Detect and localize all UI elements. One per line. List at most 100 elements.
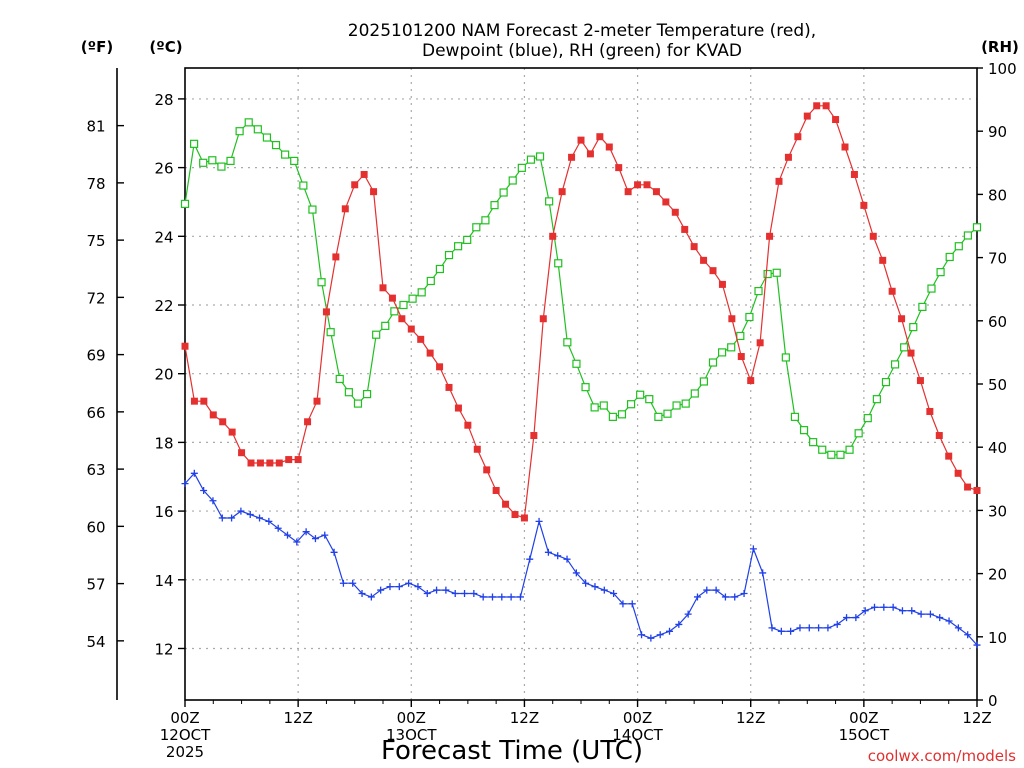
dewpoint-line	[184, 472, 978, 646]
dewpoint-point	[759, 569, 767, 577]
temperature-point	[832, 116, 840, 124]
dewpoint-point	[451, 590, 459, 598]
celsius-axis-unit: (ºC)	[149, 38, 182, 56]
dewpoint-point	[731, 593, 739, 601]
dewpoint-point	[638, 631, 646, 639]
fahrenheit-tick-label: 63	[86, 461, 105, 479]
dewpoint-point	[321, 531, 329, 539]
rh-point	[927, 284, 936, 293]
temperature-point	[577, 136, 585, 144]
rh-point	[872, 395, 881, 404]
dewpoint-point	[190, 469, 198, 477]
rh-point	[490, 201, 499, 210]
rh-point	[608, 412, 617, 421]
fahrenheit-tick-label: 69	[86, 347, 105, 365]
rh-point	[463, 235, 472, 245]
rh-point	[217, 162, 226, 171]
temperature-point	[700, 256, 708, 264]
dewpoint-point	[693, 593, 701, 601]
rh-point	[809, 438, 818, 447]
temperature-point	[520, 514, 528, 522]
rh-point	[435, 264, 444, 274]
temperature-point	[794, 133, 802, 141]
rh-point	[180, 199, 190, 208]
temperature-point	[813, 102, 821, 110]
dewpoint-point	[843, 614, 851, 622]
rh-point	[381, 321, 390, 330]
rh-tick-label: 0	[988, 692, 998, 710]
x-tick-label: 12Z	[962, 709, 991, 727]
dewpoint-point	[805, 624, 813, 632]
celsius-axis-ticks: 12 14 16 18 20 22 24 26 28	[154, 91, 185, 658]
rh-point	[235, 127, 244, 136]
rh-point	[645, 395, 654, 404]
rh-point	[426, 276, 435, 286]
rh-point	[936, 268, 945, 277]
dewpoint-point	[656, 631, 664, 639]
rh-point	[362, 390, 372, 399]
temperature-point	[341, 205, 349, 213]
temperature-point	[388, 294, 396, 302]
dewpoint-point	[349, 579, 357, 587]
temperature-point	[624, 188, 632, 196]
dewpoint-point	[936, 614, 944, 622]
rh-point	[517, 163, 526, 172]
rh-point	[399, 300, 408, 310]
dewpoint-point	[414, 583, 422, 591]
temperature-point	[190, 397, 198, 405]
plot-frame	[184, 67, 978, 701]
rh-point	[763, 269, 772, 279]
rh-point	[308, 205, 317, 214]
rh-point	[718, 348, 727, 357]
dewpoint-point	[926, 610, 934, 618]
dewpoint-point	[544, 548, 552, 556]
fahrenheit-tick-label: 75	[86, 232, 105, 250]
rh-point	[708, 358, 718, 367]
source-credit: coolwx.com/models	[868, 747, 1016, 765]
rh-point	[626, 400, 636, 409]
celsius-tick-label: 28	[154, 91, 173, 109]
temperature-point	[766, 232, 774, 240]
temperature-point	[671, 208, 679, 216]
dewpoint-point	[945, 617, 953, 625]
dewpoint-point	[209, 497, 217, 505]
temperature-point	[275, 459, 283, 467]
dewpoint-point	[181, 480, 189, 488]
rh-point	[745, 312, 754, 322]
rh-series	[180, 118, 982, 459]
dewpoint-point	[703, 586, 711, 594]
dewpoint-point	[507, 593, 515, 601]
rh-point	[954, 242, 963, 251]
dewpoint-point	[572, 569, 580, 577]
dewpoint-point	[516, 593, 524, 601]
temperature-point	[285, 456, 293, 464]
rh-point	[918, 302, 927, 311]
x-tick-label: 12Z	[736, 709, 765, 727]
temperature-point	[643, 181, 651, 189]
dewpoint-point	[405, 579, 413, 587]
rh-tick-label: 50	[988, 376, 1007, 394]
rh-point	[326, 328, 335, 337]
dewpoint-point	[824, 624, 832, 632]
x-tick-label: 00Z	[170, 709, 199, 727]
temperature-point	[898, 315, 906, 323]
temperature-point	[756, 339, 764, 347]
dewpoint-point	[228, 514, 236, 522]
temperature-point	[332, 253, 340, 261]
dewpoint-point	[964, 631, 972, 639]
chart-title-line2: Dewpoint (blue), RH (green) for KVAD	[422, 41, 742, 61]
celsius-tick-label: 22	[154, 297, 173, 315]
rh-point	[244, 118, 253, 127]
temperature-point	[247, 459, 255, 467]
dewpoint-point	[470, 590, 478, 598]
temperature-point	[426, 349, 434, 357]
dewpoint-point	[200, 486, 208, 494]
rh-tick-label: 10	[988, 629, 1007, 647]
dewpoint-point	[274, 524, 282, 532]
temperature-point	[888, 287, 896, 295]
temperature-point	[822, 102, 830, 110]
temperature-point	[200, 397, 208, 405]
rh-point	[754, 286, 763, 296]
dewpoint-point	[591, 583, 599, 591]
